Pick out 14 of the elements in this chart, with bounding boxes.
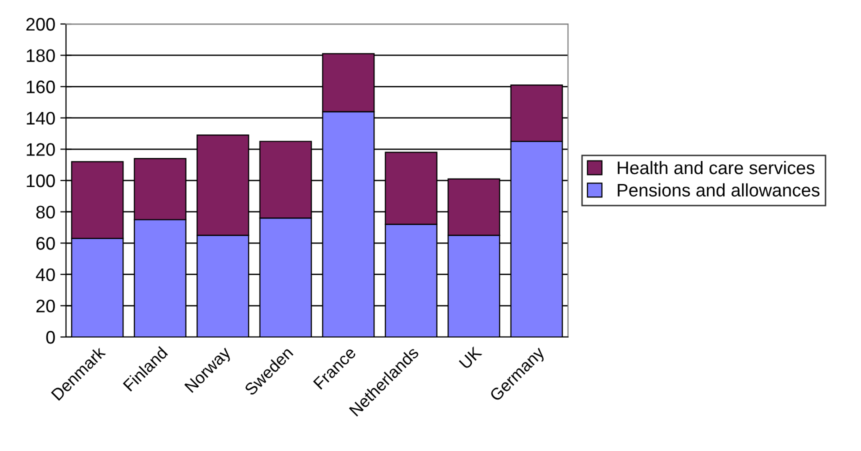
- y-tick-label: 180: [26, 49, 55, 62]
- y-tick-label: 20: [36, 300, 55, 312]
- legend-label: Health and care services: [618, 160, 814, 174]
- y-tick-label: 160: [26, 80, 55, 94]
- y-tick-label: 120: [26, 143, 55, 156]
- y-tick-label: 60: [36, 237, 55, 250]
- y-tick-label: 140: [26, 112, 55, 125]
- x-tick-label: UK: [458, 346, 482, 370]
- legend-label: Pensions and allowances: [618, 183, 820, 197]
- y-tick-label: 200: [26, 18, 55, 31]
- y-tick-label: 80: [36, 206, 55, 219]
- y-tick-label: 40: [36, 268, 55, 282]
- y-tick-label: 100: [26, 174, 55, 188]
- y-tick-label: 0: [46, 330, 55, 344]
